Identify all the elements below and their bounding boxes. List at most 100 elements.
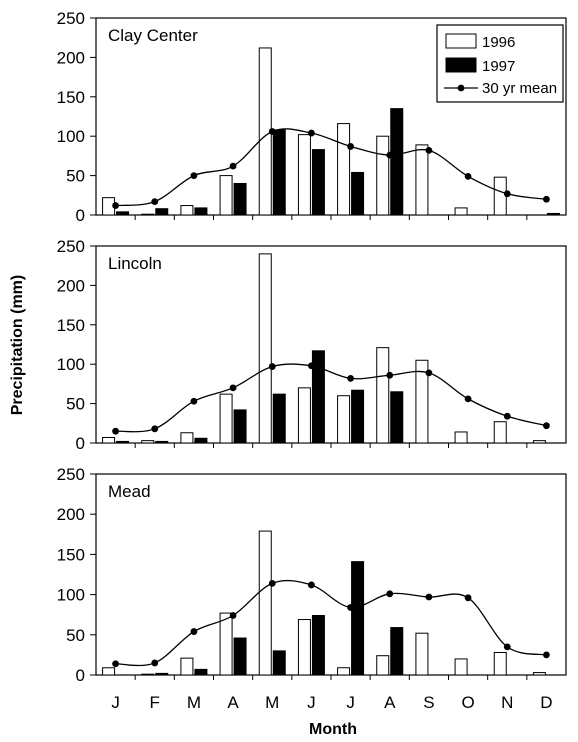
bar-1997 bbox=[311, 615, 325, 676]
chart-panel: 0 50 100 150 200 250 Mead J F M A M J J A S O N D bbox=[57, 465, 567, 712]
x-tick-label: J bbox=[346, 693, 355, 712]
bar-1997 bbox=[194, 668, 208, 676]
bar-1996 bbox=[532, 672, 546, 676]
bar-1996 bbox=[102, 436, 116, 444]
mean-point bbox=[151, 659, 159, 667]
chart-panel: 0 50 100 150 200 250 Clay Center 1996 1997 30 yr … bbox=[57, 9, 567, 225]
bar-1997 bbox=[546, 212, 560, 216]
y-tick-label: 0 bbox=[76, 206, 85, 225]
mean-point bbox=[229, 612, 237, 619]
x-tick-label: F bbox=[150, 693, 160, 712]
bar-1996 bbox=[141, 440, 155, 444]
site-label: Clay Center bbox=[108, 26, 198, 45]
y-tick-label: 50 bbox=[66, 395, 85, 414]
chart-panels: 0 50 100 150 200 250 Clay Center 1996 1997 30 yr … bbox=[57, 9, 567, 712]
bar-1996 bbox=[258, 530, 272, 676]
mean-point bbox=[425, 593, 433, 601]
bar-1997 bbox=[194, 207, 208, 216]
bar-1997 bbox=[194, 437, 208, 444]
y-tick-label: 250 bbox=[57, 9, 85, 28]
mean-line bbox=[115, 128, 547, 207]
mean-point bbox=[268, 128, 276, 135]
bar-1997 bbox=[311, 149, 325, 216]
mean-point bbox=[190, 172, 198, 180]
y-tick-label: 200 bbox=[57, 505, 85, 524]
bar-1997 bbox=[272, 129, 286, 216]
x-axis-label: Month bbox=[309, 721, 357, 738]
bar-1996 bbox=[415, 144, 429, 216]
x-tick-label: J bbox=[111, 693, 120, 712]
bar-1996 bbox=[297, 134, 311, 216]
bar-1996 bbox=[415, 359, 429, 444]
y-tick-label: 150 bbox=[57, 316, 85, 335]
bar-1996 bbox=[493, 651, 507, 676]
mean-line bbox=[115, 579, 547, 667]
bar-1997 bbox=[390, 108, 404, 216]
bar-1996 bbox=[102, 667, 116, 676]
y-tick-label: 100 bbox=[57, 586, 85, 605]
bar-1997 bbox=[351, 561, 365, 676]
bar-1997 bbox=[351, 171, 365, 216]
legend-label-1996: 1996 bbox=[482, 34, 515, 51]
bar-1997 bbox=[272, 650, 286, 676]
bar-1996 bbox=[219, 175, 233, 216]
mean-point bbox=[543, 422, 550, 430]
x-tick-label: N bbox=[501, 693, 513, 712]
x-tick-label: A bbox=[384, 693, 396, 712]
x-tick-label: M bbox=[187, 693, 201, 712]
bar-1996 bbox=[141, 213, 155, 216]
bar-1996 bbox=[337, 123, 351, 216]
bar-1996 bbox=[337, 395, 351, 444]
bar-1996 bbox=[180, 205, 194, 216]
mean-point bbox=[464, 395, 472, 403]
mean-point bbox=[503, 412, 511, 420]
bar-1996 bbox=[141, 673, 155, 676]
mean-point bbox=[464, 172, 472, 180]
bar-1997 bbox=[116, 440, 130, 444]
x-tick-label: M bbox=[265, 693, 279, 712]
bar-1996 bbox=[415, 632, 429, 676]
mean-point bbox=[268, 363, 276, 370]
mean-point bbox=[425, 146, 433, 154]
bar-1996 bbox=[454, 431, 468, 444]
y-tick-label: 50 bbox=[66, 626, 85, 645]
bar-1996 bbox=[180, 657, 194, 676]
bar-1997 bbox=[155, 208, 169, 216]
bar-1996 bbox=[219, 612, 233, 676]
mean-point bbox=[425, 369, 433, 377]
bar-1996 bbox=[493, 176, 507, 216]
y-tick-label: 100 bbox=[57, 355, 85, 374]
mean-point bbox=[151, 425, 159, 433]
bar-1996 bbox=[376, 655, 390, 676]
legend-swatch-1996 bbox=[445, 33, 477, 49]
mean-point bbox=[308, 129, 315, 137]
y-tick-label: 150 bbox=[57, 545, 85, 564]
bar-1997 bbox=[390, 391, 404, 444]
mean-point bbox=[112, 202, 119, 209]
bar-1996 bbox=[297, 619, 311, 676]
bar-1996 bbox=[219, 393, 233, 444]
bar-1997 bbox=[390, 627, 404, 676]
mean-point bbox=[347, 374, 354, 382]
bar-1997 bbox=[233, 182, 247, 216]
legend-swatch-1997 bbox=[445, 57, 477, 73]
legend-marker-mean bbox=[457, 84, 465, 92]
mean-point bbox=[386, 371, 394, 379]
bar-1996 bbox=[454, 207, 468, 216]
y-tick-label: 200 bbox=[57, 48, 85, 67]
y-tick-label: 0 bbox=[76, 434, 85, 453]
mean-point bbox=[308, 581, 315, 589]
chart-panel: 0 50 100 150 200 250 Lincoln bbox=[57, 237, 567, 453]
bar-1996 bbox=[532, 440, 546, 444]
mean-point bbox=[308, 362, 315, 370]
mean-point bbox=[464, 594, 472, 602]
y-tick-label: 250 bbox=[57, 237, 85, 256]
x-tick-label: J bbox=[307, 693, 316, 712]
bar-1997 bbox=[233, 409, 247, 444]
legend-label-mean: 30 yr mean bbox=[482, 80, 557, 97]
mean-point bbox=[190, 397, 198, 405]
mean-point bbox=[543, 195, 550, 203]
y-tick-label: 250 bbox=[57, 465, 85, 484]
mean-point bbox=[229, 384, 237, 392]
